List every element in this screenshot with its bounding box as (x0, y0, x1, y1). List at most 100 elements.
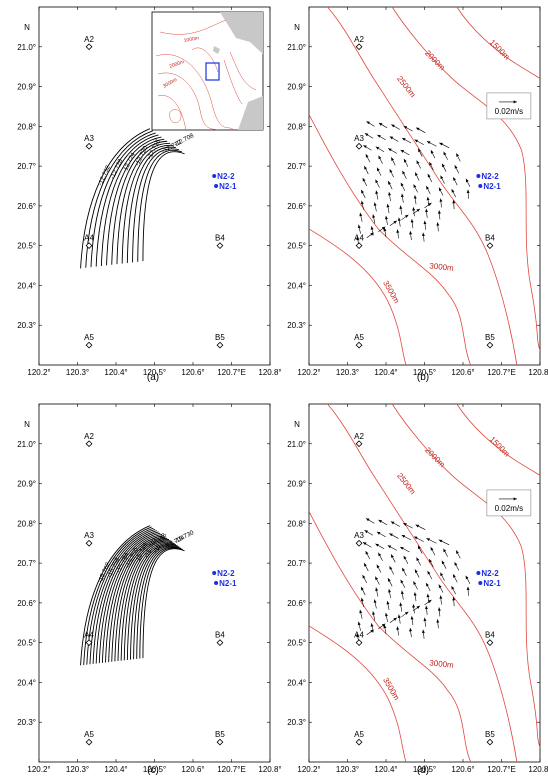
land-luzon (238, 96, 263, 130)
velocity-vector-head (364, 530, 369, 534)
station-label: A2 (84, 432, 94, 441)
velocity-vector-head (456, 550, 459, 554)
velocity-vector-head (413, 581, 417, 585)
station-marker (355, 440, 363, 448)
mooring-label: N2-2 (481, 569, 499, 578)
y-tick-label: 20.4° (287, 281, 306, 290)
study-area-box (205, 62, 220, 81)
mooring-label: N2-2 (217, 569, 235, 578)
y-tick-label: 20.6° (287, 202, 306, 211)
x-tick-label: 120.2° (27, 765, 50, 774)
y-tick-label: 20.4° (287, 678, 306, 687)
y-tick-label: 20.3° (17, 321, 36, 330)
inset-isobath-label: 1000m (183, 35, 199, 44)
station-label: A2 (354, 35, 364, 44)
y-tick-label: 20.7° (287, 559, 306, 568)
x-tick-label: 120.6° (181, 765, 204, 774)
y-axis-label: N (24, 23, 30, 32)
station-marker (486, 341, 494, 349)
velocity-vector-head (370, 629, 374, 633)
velocity-vector-head (384, 612, 388, 617)
velocity-vector-head (383, 227, 387, 232)
contour-line (90, 132, 156, 268)
velocity-vector-head (393, 617, 397, 621)
velocity-vector-head (388, 181, 391, 185)
contour-line (106, 138, 165, 266)
contour-line (95, 531, 159, 664)
velocity-vector-head (425, 208, 429, 213)
velocity-vector-head (416, 208, 420, 212)
station-marker (486, 242, 494, 250)
velocity-vector-head (451, 189, 455, 193)
contour-line (83, 526, 152, 666)
velocity-vector-head (423, 220, 427, 225)
velocity-vector-head (364, 166, 368, 170)
contour-line (105, 535, 164, 663)
station-label: A5 (84, 333, 94, 342)
velocity-vector-head (366, 518, 370, 522)
x-tick-label: 120.3° (336, 765, 359, 774)
station-marker (355, 539, 363, 547)
velocity-vector-head (443, 151, 447, 156)
velocity-vector-head (378, 552, 382, 557)
velocity-vector-head (413, 195, 417, 199)
velocity-vector-head (412, 207, 416, 211)
velocity-vector-head (426, 582, 429, 587)
velocity-vector-head (359, 609, 363, 614)
inset-isobath-label: 2000m (169, 59, 185, 70)
contour-line (111, 140, 168, 265)
velocity-vector-head (362, 542, 367, 546)
velocity-vector-head (386, 204, 390, 208)
velocity-vector-head (389, 533, 393, 537)
y-tick-label: 20.8° (287, 519, 306, 528)
velocity-vector-head (375, 179, 379, 184)
velocity-vector-head (375, 587, 379, 591)
station-label: B4 (485, 234, 495, 243)
y-tick-label: 20.6° (17, 202, 36, 211)
x-tick-label: 120.8° (258, 765, 281, 774)
station-label: A2 (354, 432, 364, 441)
velocity-vector-head (426, 185, 430, 190)
velocity-vector-head (365, 154, 369, 158)
velocity-vector-head (357, 621, 361, 626)
station-marker (486, 738, 494, 746)
isobath-line (308, 114, 472, 366)
velocity-vector-head (410, 616, 414, 620)
velocity-vector-head (372, 611, 376, 615)
velocity-vector-head (453, 574, 456, 578)
y-tick-label: 20.8° (287, 122, 306, 131)
velocity-vector-head (383, 624, 387, 629)
velocity-vector-head (375, 146, 380, 150)
contour-line (86, 527, 154, 665)
velocity-vector-head (454, 562, 458, 566)
station-label: A3 (354, 134, 364, 143)
velocity-vector-head (416, 557, 420, 562)
inset-isobath (157, 95, 187, 131)
station-label: A4 (84, 234, 94, 243)
velocity-vector-head (409, 628, 413, 632)
y-axis-label: N (294, 23, 300, 32)
velocity-vector-head (453, 177, 456, 181)
mooring-marker (212, 571, 217, 576)
velocity-vector-head (402, 567, 406, 572)
scale-arrow-head (513, 100, 517, 104)
velocity-vector-head (414, 536, 418, 540)
velocity-vector-head (466, 189, 470, 193)
plot-frame (308, 403, 541, 763)
station-label: A3 (84, 531, 94, 540)
mooring-marker (214, 581, 219, 585)
contour-line (136, 546, 182, 659)
station-marker (355, 341, 363, 349)
velocity-vector-head (417, 545, 421, 550)
mooring-marker (212, 174, 217, 179)
mooring-marker (476, 571, 481, 576)
station-label: B5 (485, 333, 495, 342)
station-marker (85, 142, 93, 150)
velocity-vector-head (430, 547, 434, 551)
contour-line (133, 545, 180, 660)
contour-line (80, 525, 151, 666)
x-tick-label: 120.3° (66, 368, 89, 377)
velocity-vector-head (402, 170, 406, 175)
contour-line (101, 534, 163, 663)
mooring-marker (214, 184, 219, 188)
